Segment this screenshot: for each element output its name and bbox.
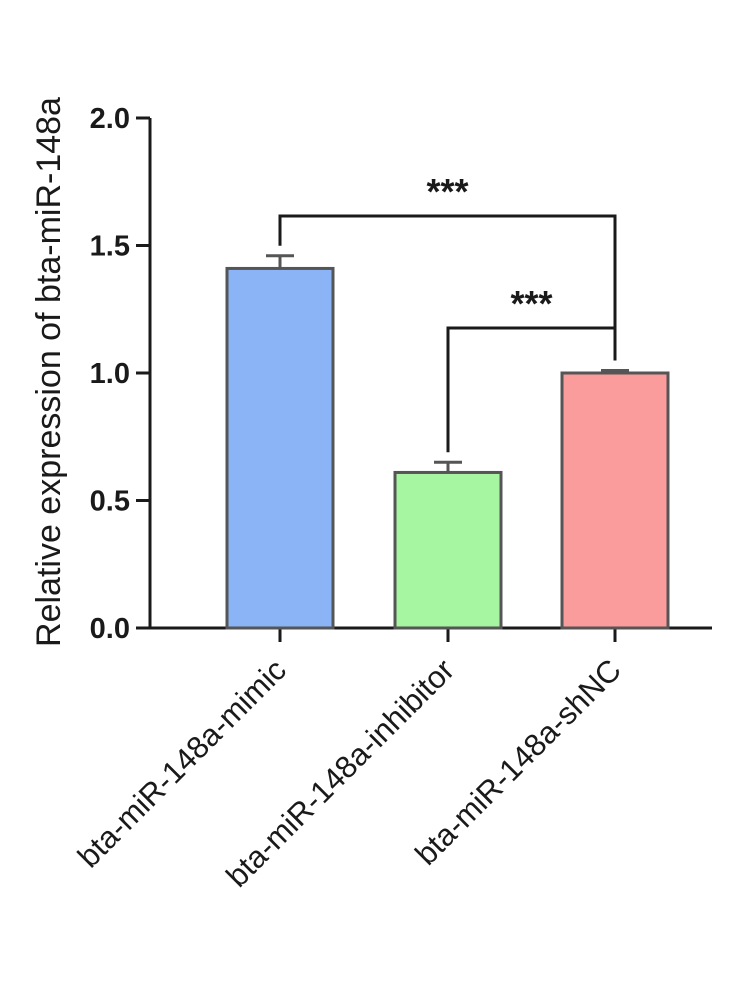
y-tick-label: 1.5 [90, 231, 130, 263]
y-axis-label: Relative expression of bta-miR-148a [30, 97, 68, 647]
y-tick-label: 0.0 [90, 613, 130, 645]
significance-bracket [278, 214, 617, 361]
significance-label: *** [426, 171, 468, 212]
bar [225, 266, 335, 630]
significance-label: *** [510, 283, 552, 324]
y-tick-label: 1.0 [90, 358, 130, 390]
y-tick-label: 0.5 [90, 486, 130, 518]
y-tick-label: 2.0 [90, 103, 130, 135]
significance-bracket [446, 326, 617, 453]
bar [560, 371, 670, 630]
bar [393, 470, 503, 630]
